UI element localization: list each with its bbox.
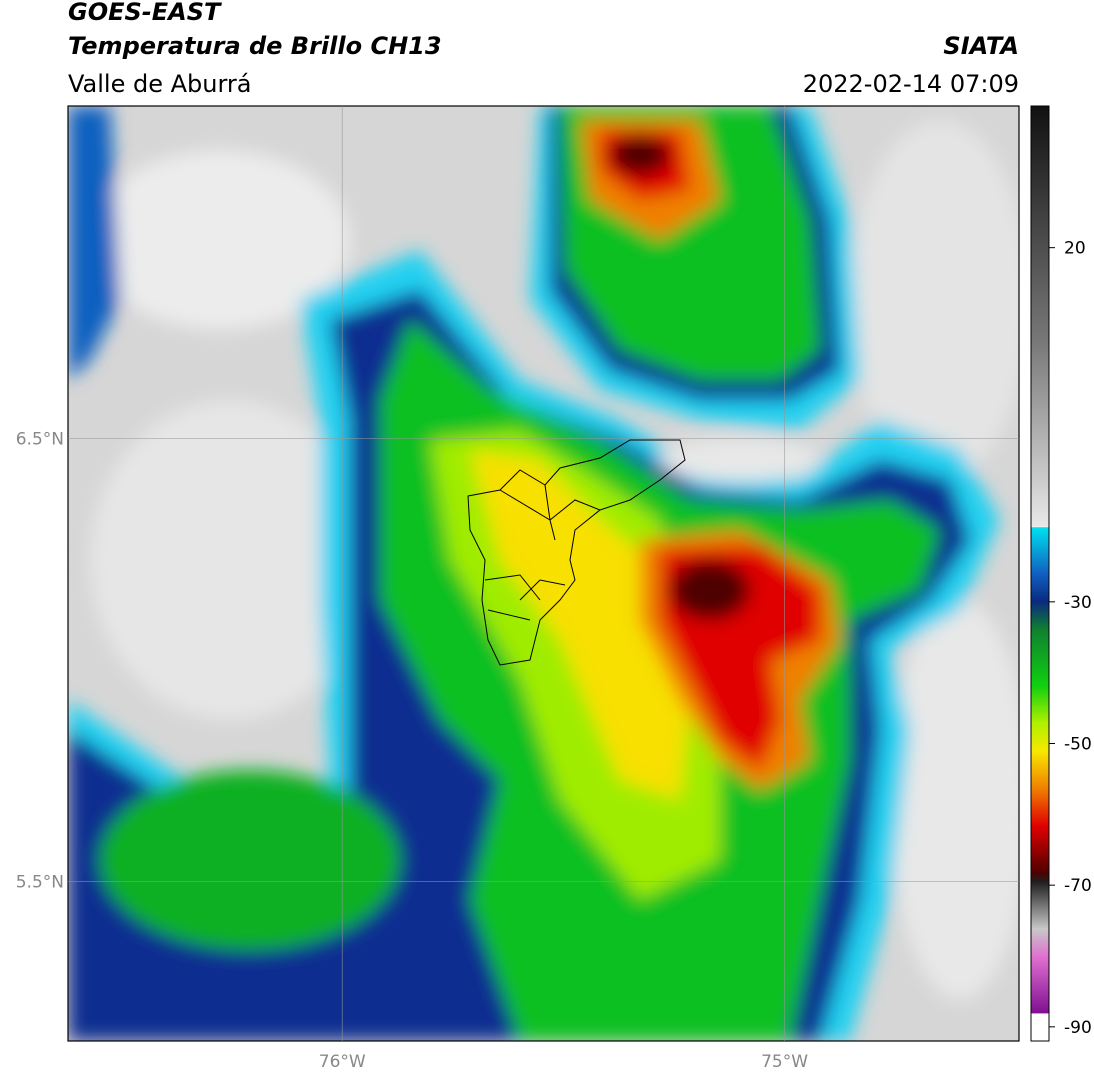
source: SIATA <box>943 32 1019 60</box>
title: GOES-EAST <box>68 0 222 26</box>
colorbar-label: -70 <box>1064 876 1092 896</box>
colorbar-label: 20 <box>1064 239 1086 259</box>
lat-label: 6.5°N <box>16 429 64 449</box>
map-frame <box>67 105 1020 1042</box>
colorbar-label: -30 <box>1064 593 1092 613</box>
colorbar <box>1030 105 1050 1042</box>
lon-label: 76°W <box>319 1052 366 1072</box>
colorbar-label: -90 <box>1064 1018 1092 1038</box>
subtitle: Valle de Aburrá <box>68 70 252 98</box>
municipal-boundaries <box>467 439 686 666</box>
colorbar-label: -50 <box>1064 735 1092 755</box>
datetime: 2022-02-14 07:09 <box>803 70 1019 98</box>
lat-label: 5.5°N <box>16 872 64 892</box>
satellite-image <box>68 106 1019 1041</box>
title: Temperatura de Brillo CH13 <box>68 32 442 60</box>
lon-label: 75°W <box>761 1052 808 1072</box>
